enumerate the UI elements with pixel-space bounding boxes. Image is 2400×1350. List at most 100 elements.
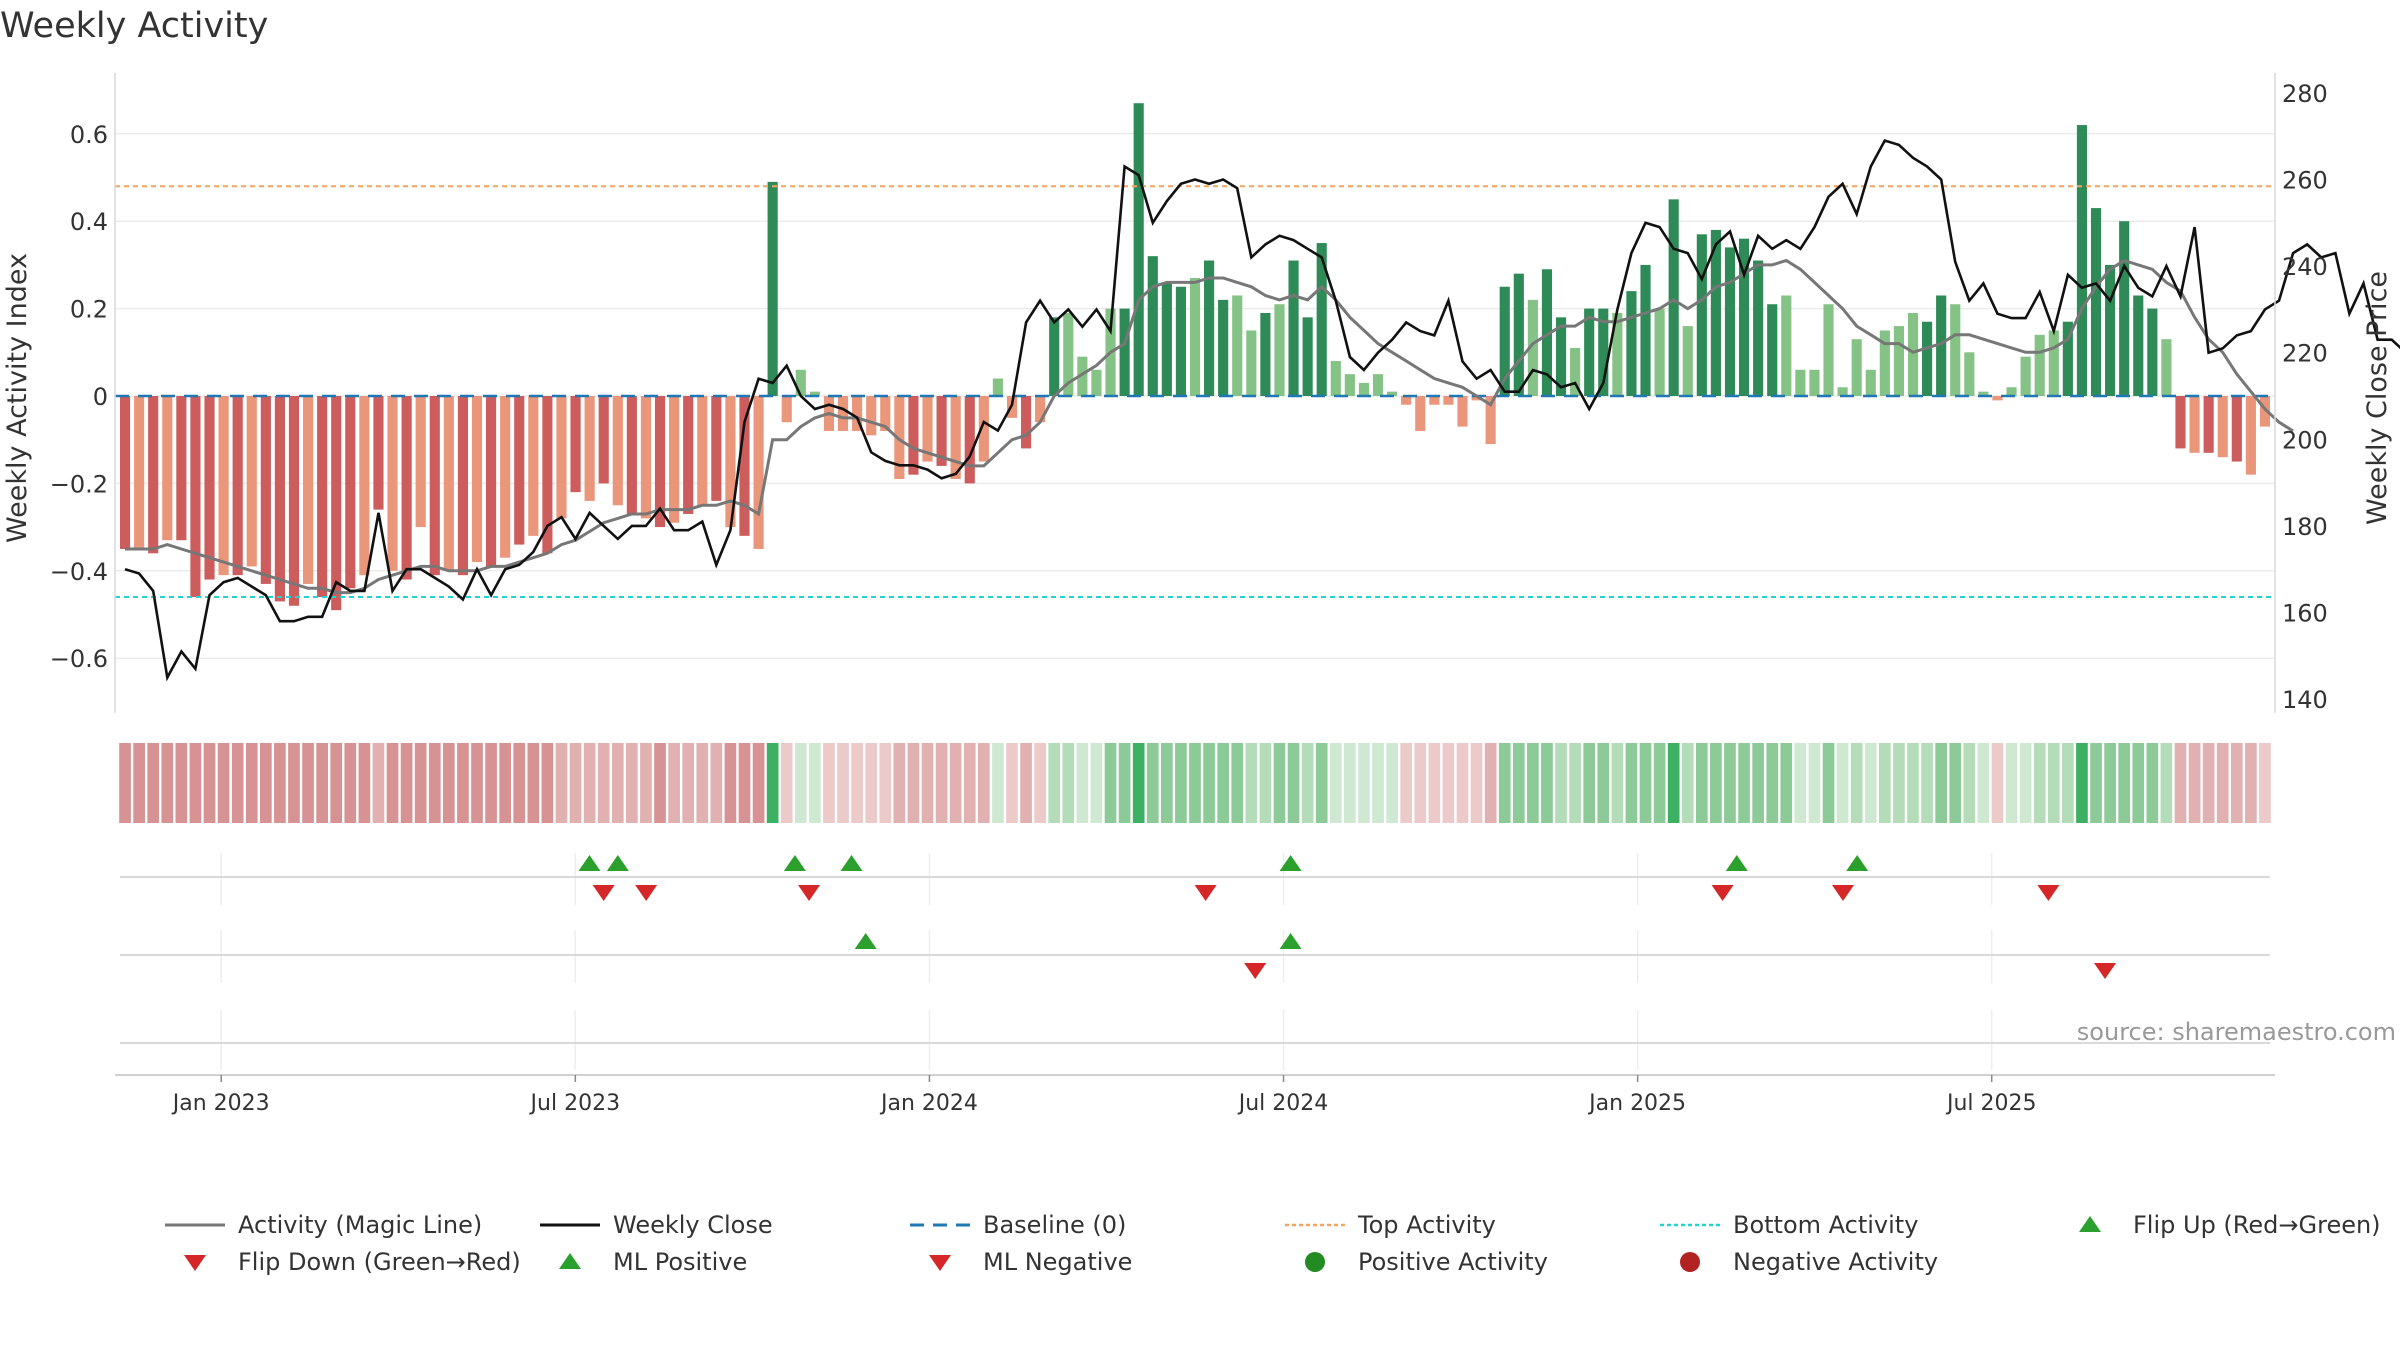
- legend-label: Baseline (0): [983, 1211, 1126, 1239]
- heat-cell: [1794, 743, 1807, 823]
- activity-bar: [500, 396, 511, 558]
- heat-cell: [752, 743, 765, 823]
- flip-up-marker: [1725, 855, 1748, 871]
- activity-bar: [1584, 308, 1595, 396]
- heat-cell: [949, 743, 962, 823]
- axes-layer: 0.6 0.4 0.2 0 −0.2 −0.4 −0.6 280 260 240 220 200 180…: [50, 73, 2328, 1116]
- activity-bar: [626, 396, 637, 514]
- heat-cell: [1344, 743, 1356, 823]
- heat-cell: [1752, 743, 1764, 823]
- legend-item: Bottom Activity: [1660, 1211, 1918, 1239]
- activity-bar: [1387, 391, 1398, 396]
- heat-cell: [1695, 743, 1708, 823]
- heat-cell: [1428, 743, 1441, 823]
- legend-label: ML Negative: [983, 1248, 1132, 1276]
- heat-cell: [780, 743, 793, 823]
- activity-bar: [1513, 273, 1524, 396]
- activity-bar: [204, 396, 215, 580]
- activity-bar: [1485, 396, 1496, 445]
- activity-bar: [1119, 308, 1130, 396]
- activity-bar: [542, 396, 553, 554]
- heat-cell: [358, 743, 371, 823]
- activity-bar: [1795, 369, 1806, 396]
- activity-bar: [767, 181, 778, 396]
- activity-bar: [1063, 312, 1074, 396]
- y-tick-label: −0.6: [50, 645, 108, 673]
- heat-cell: [316, 743, 328, 823]
- activity-bar: [302, 396, 314, 584]
- heat-cell: [1808, 743, 1821, 823]
- legend-item: Flip Up (Red→Green): [2079, 1211, 2381, 1239]
- heat-cell: [1710, 743, 1722, 823]
- activity-bar: [1823, 304, 1834, 396]
- activity-bar: [373, 396, 384, 510]
- x-tick-label: Jan 2023: [171, 1091, 270, 1116]
- activity-bar: [950, 396, 961, 480]
- legend-label: Bottom Activity: [1733, 1211, 1918, 1239]
- activity-bar: [232, 396, 243, 576]
- heat-cell: [1822, 743, 1835, 823]
- legend-item: Negative Activity: [1680, 1248, 1938, 1276]
- activity-bar: [1696, 234, 1707, 396]
- activity-bar: [1654, 308, 1665, 396]
- x-tick-label: Jan 2024: [879, 1091, 978, 1116]
- heat-cell: [133, 743, 145, 823]
- heat-cell: [2047, 743, 2060, 823]
- activity-bar: [2006, 387, 2017, 396]
- activity-bar: [1555, 317, 1567, 396]
- heat-cell: [893, 743, 906, 823]
- heat-cell: [837, 743, 849, 823]
- heat-cell: [1090, 743, 1103, 823]
- heat-cell: [1991, 743, 2004, 823]
- activity-bar: [1767, 304, 1778, 396]
- activity-bar: [2090, 208, 2102, 396]
- activity-bar: [401, 396, 412, 580]
- heat-cell: [1161, 743, 1173, 823]
- activity-bar: [866, 396, 877, 436]
- heat-cell: [1076, 743, 1089, 823]
- flip-up-marker: [1846, 855, 1869, 871]
- y2-tick-label: 240: [2282, 253, 2328, 281]
- heat-cell: [963, 743, 976, 823]
- heat-cell: [2062, 743, 2074, 823]
- activity-bar: [1527, 299, 1538, 396]
- activity-bar: [1964, 352, 1975, 396]
- activity-bar: [443, 396, 454, 571]
- heat-cell: [668, 743, 680, 823]
- activity-bar: [218, 396, 229, 576]
- heat-cell: [823, 743, 835, 823]
- activity-bar: [1682, 326, 1693, 396]
- heat-cell: [1935, 743, 1947, 823]
- heat-cell: [1484, 743, 1497, 823]
- heat-cell: [1667, 743, 1680, 823]
- y-tick-label: −0.4: [50, 558, 108, 586]
- legend-item: ML Negative: [929, 1248, 1132, 1276]
- heat-cell: [1062, 743, 1075, 823]
- activity-bar: [725, 396, 736, 528]
- activity-bar: [2217, 396, 2228, 458]
- activity-bar: [1161, 282, 1172, 396]
- activity-bar: [345, 396, 356, 589]
- activity-bar: [457, 396, 468, 576]
- activity-bar: [1302, 317, 1313, 396]
- activity-bar: [1598, 308, 1609, 396]
- activity-bar: [781, 396, 792, 423]
- flip-up-marker: [854, 933, 877, 949]
- activity-bar: [1232, 295, 1243, 396]
- heat-cell: [682, 743, 695, 823]
- flip-up-marker: [840, 855, 863, 871]
- heat-cell: [1442, 743, 1455, 823]
- heat-cell: [2259, 743, 2271, 823]
- y2-tick-label: 180: [2282, 513, 2328, 541]
- flip-up-marker: [1279, 855, 1302, 871]
- flip-down-marker: [1832, 885, 1854, 901]
- heat-cell: [921, 743, 934, 823]
- heat-cell: [1470, 743, 1483, 823]
- activity-bar: [964, 396, 975, 484]
- activity-bar: [1457, 396, 1468, 427]
- activity-bar: [176, 396, 187, 541]
- legend-label: Negative Activity: [1733, 1248, 1938, 1276]
- activity-bar: [852, 396, 863, 431]
- activity-bar: [1471, 396, 1482, 401]
- heat-cell: [1400, 743, 1413, 823]
